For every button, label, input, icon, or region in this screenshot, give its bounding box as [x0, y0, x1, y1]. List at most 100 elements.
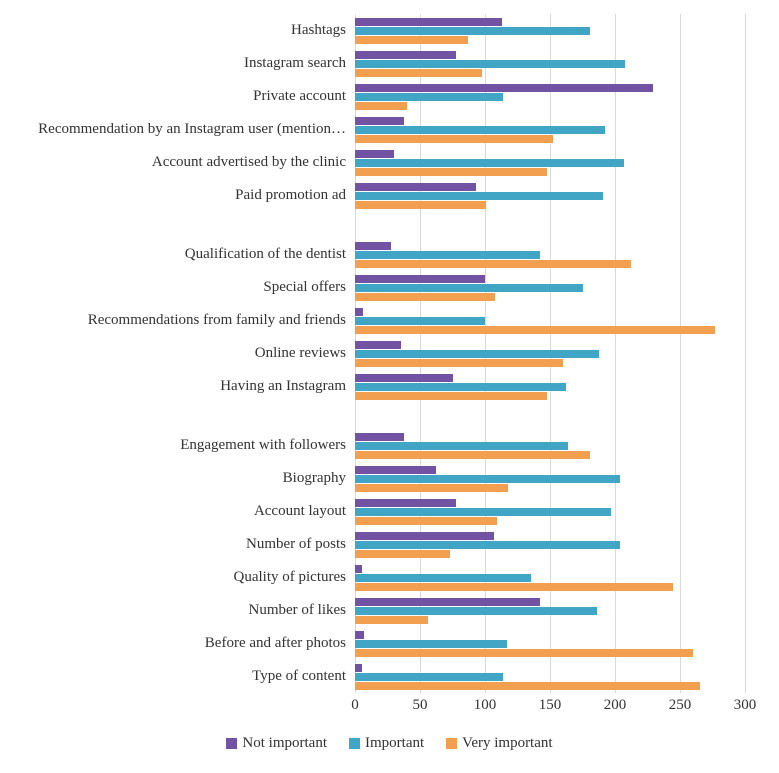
bar-group: [355, 113, 745, 146]
bar-very-important: [355, 35, 469, 44]
bar-important: [355, 316, 485, 325]
x-tick-label: 250: [668, 697, 692, 713]
bar-not-important: [355, 241, 392, 250]
category-row: Engagement with followers: [0, 429, 779, 462]
bar-very-important: [355, 648, 693, 657]
bar-important: [355, 672, 504, 681]
legend-swatch: [446, 738, 458, 749]
bar-not-important: [355, 17, 502, 26]
bar-group: [355, 146, 745, 179]
bar-important: [355, 250, 540, 259]
bar-group: [355, 14, 745, 47]
gridline: [614, 14, 616, 693]
bar-very-important: [355, 549, 450, 558]
category-label: Recommendations from family and friends: [87, 312, 346, 328]
category-row: Recommendation by an Instagram user (men…: [0, 113, 779, 146]
category-row: Hashtags: [0, 14, 779, 47]
category-label: Account layout: [253, 503, 346, 519]
x-tick-label: 0: [351, 697, 359, 713]
category-row: Paid promotion ad: [0, 179, 779, 212]
bar-group: [355, 304, 745, 337]
bar-not-important: [355, 50, 457, 59]
bar-important: [355, 59, 626, 68]
category-label: Instagram search: [243, 55, 346, 71]
bar-very-important: [355, 615, 428, 624]
bar-group: [355, 370, 745, 403]
category-label: Quality of pictures: [233, 569, 346, 585]
bar-important: [355, 474, 621, 483]
category-row: Quality of pictures: [0, 561, 779, 594]
legend-label: Very important: [462, 735, 553, 751]
legend-label: Important: [365, 735, 425, 751]
bar-very-important: [355, 259, 631, 268]
category-row: Qualification of the dentist: [0, 238, 779, 271]
legend-label: Not important: [242, 735, 327, 751]
bar-not-important: [355, 465, 436, 474]
bar-not-important: [355, 340, 401, 349]
bar-group: [355, 660, 745, 693]
bar-group: [355, 337, 745, 370]
category-row: Type of content: [0, 660, 779, 693]
bar-important: [355, 606, 597, 615]
bar-important: [355, 92, 504, 101]
bar-not-important: [355, 83, 653, 92]
bar-important: [355, 26, 591, 35]
bar-not-important: [355, 630, 365, 639]
bar-very-important: [355, 391, 548, 400]
rows: Hashtags Instagram search Private account R…: [0, 14, 779, 693]
bar-important: [355, 573, 531, 582]
category-label: Biography: [282, 470, 346, 486]
bar-very-important: [355, 200, 487, 209]
category-row: Special offers: [0, 271, 779, 304]
category-row: Before and after photos: [0, 627, 779, 660]
bar-very-important: [355, 167, 548, 176]
bar-group: [355, 238, 745, 271]
bar-important: [355, 441, 569, 450]
category-label: Number of posts: [246, 536, 346, 552]
category-row: Account layout: [0, 495, 779, 528]
bar-group: [355, 594, 745, 627]
category-label: Type of content: [252, 668, 346, 684]
category-label: Account advertised by the clinic: [151, 154, 346, 170]
category-label: Private account: [253, 88, 346, 104]
bar-very-important: [355, 68, 483, 77]
x-tick-label: 300: [733, 697, 757, 713]
category-label: Online reviews: [254, 345, 346, 361]
bar-group: [355, 495, 745, 528]
category-label: Having an Instagram: [220, 378, 346, 394]
x-tick-label: 100: [473, 697, 497, 713]
x-tick-label: 50: [412, 697, 428, 713]
legend-swatch: [349, 738, 360, 749]
bar-important: [355, 507, 612, 516]
category-row: Number of likes: [0, 594, 779, 627]
category-label: Engagement with followers: [180, 437, 346, 453]
category-label: Hashtags: [291, 22, 346, 38]
bar-very-important: [355, 681, 700, 690]
category-row: Account advertised by the clinic: [0, 146, 779, 179]
legend-item-not-important: Not important: [226, 735, 327, 752]
bar-very-important: [355, 483, 509, 492]
bar-important: [355, 639, 508, 648]
bar-group: [355, 561, 745, 594]
bar-important: [355, 191, 604, 200]
bar-important: [355, 283, 583, 292]
x-axis: 0 50 100 150 200 250 300: [351, 695, 756, 715]
bar-not-important: [355, 663, 362, 672]
category-label: Paid promotion ad: [235, 187, 346, 203]
bar-not-important: [355, 564, 362, 573]
bar-important: [355, 158, 625, 167]
bar-very-important: [355, 450, 591, 459]
bar-important: [355, 125, 605, 134]
category-label: Before and after photos: [204, 635, 346, 651]
bar-not-important: [355, 149, 394, 158]
category-row: Instagram search: [0, 47, 779, 80]
bar-group: [355, 271, 745, 304]
category-row: Having an Instagram: [0, 370, 779, 403]
bar-group: [355, 528, 745, 561]
group-gap: [0, 212, 779, 238]
bar-very-important: [355, 134, 553, 143]
bar-not-important: [355, 182, 476, 191]
bar-very-important: [355, 358, 563, 367]
bar-group: [355, 462, 745, 495]
bar-not-important: [355, 498, 457, 507]
